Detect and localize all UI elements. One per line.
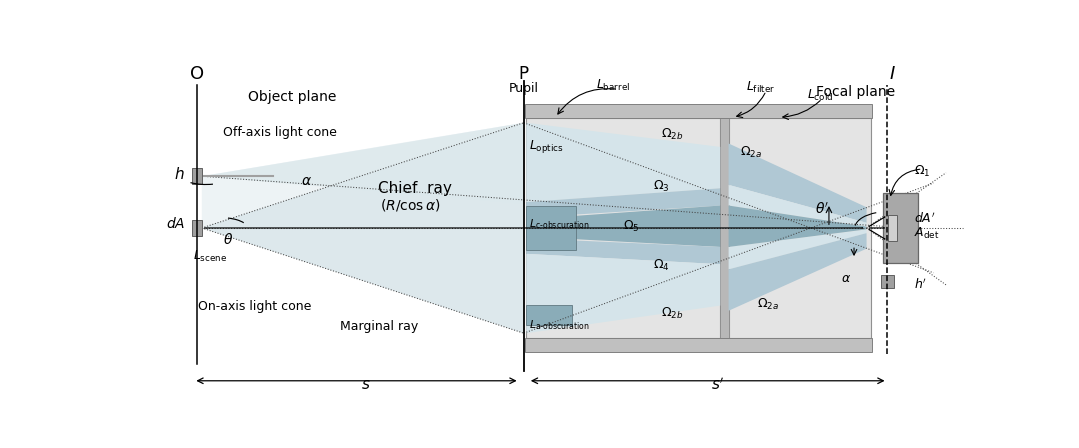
Polygon shape [728, 185, 866, 226]
Bar [888, 215, 897, 241]
Text: Chief  ray: Chief ray [378, 181, 452, 196]
Bar [192, 168, 202, 184]
Text: $L_{\rm barrel}$: $L_{\rm barrel}$ [596, 78, 630, 93]
Text: $L_{\rm c\text{-}obscuration}$: $L_{\rm c\text{-}obscuration}$ [529, 218, 589, 232]
Text: $\alpha$: $\alpha$ [301, 174, 312, 189]
Text: $L_{\rm filter}$: $L_{\rm filter}$ [746, 80, 775, 95]
Bar [524, 338, 873, 352]
Text: Pupil: Pupil [508, 82, 538, 95]
Polygon shape [728, 206, 866, 247]
Text: $L_{\rm optics}$: $L_{\rm optics}$ [529, 138, 563, 155]
Polygon shape [202, 123, 523, 333]
Text: Focal plane: Focal plane [816, 85, 896, 99]
Text: $L_{\rm a\text{-}obscuration}$: $L_{\rm a\text{-}obscuration}$ [529, 319, 590, 332]
Text: $s$: $s$ [361, 377, 371, 392]
Bar [884, 193, 918, 263]
Text: $(R/\cos\alpha)$: $(R/\cos\alpha)$ [381, 197, 441, 213]
Text: $\Omega_{4}$: $\Omega_{4}$ [654, 258, 670, 273]
Text: $\Omega_{1}$: $\Omega_{1}$ [914, 164, 931, 179]
Bar [527, 206, 576, 250]
Text: $\alpha$: $\alpha$ [841, 272, 850, 285]
Text: $A_{\rm det}$: $A_{\rm det}$ [914, 226, 940, 241]
Bar [527, 117, 721, 338]
Bar [880, 275, 894, 289]
Text: $\theta'$: $\theta'$ [816, 202, 830, 217]
Bar [524, 104, 873, 117]
Polygon shape [527, 123, 721, 202]
Text: $\Omega_{2b}$: $\Omega_{2b}$ [661, 127, 684, 142]
Text: $\Omega_{2a}$: $\Omega_{2a}$ [740, 145, 762, 159]
Text: $\theta$: $\theta$ [223, 232, 234, 247]
Bar [728, 117, 871, 338]
Text: $\Omega_{5}$: $\Omega_{5}$ [623, 219, 639, 234]
Bar [721, 117, 728, 338]
Text: $L_{\rm cold}$: $L_{\rm cold}$ [807, 88, 834, 103]
Polygon shape [728, 230, 866, 269]
Polygon shape [527, 206, 721, 247]
Text: P: P [519, 65, 529, 83]
Text: On-axis light cone: On-axis light cone [197, 300, 311, 313]
Text: $h$: $h$ [175, 167, 186, 182]
Text: O: O [190, 65, 204, 83]
Text: $dA'$: $dA'$ [914, 211, 935, 226]
Polygon shape [527, 238, 721, 264]
Bar [527, 305, 572, 324]
Text: Off-axis light cone: Off-axis light cone [222, 126, 337, 139]
Polygon shape [527, 188, 721, 218]
Polygon shape [728, 233, 866, 311]
Polygon shape [202, 123, 523, 333]
Text: $h'$: $h'$ [914, 278, 928, 292]
Polygon shape [202, 123, 523, 204]
Text: I: I [889, 65, 894, 83]
Text: Object plane: Object plane [248, 90, 337, 104]
Bar [192, 220, 202, 236]
Text: $dA$: $dA$ [166, 216, 186, 231]
Text: $\Omega_{3}$: $\Omega_{3}$ [654, 179, 670, 194]
Polygon shape [728, 143, 866, 223]
Text: $\Omega_{2b}$: $\Omega_{2b}$ [661, 306, 684, 321]
Text: Marginal ray: Marginal ray [340, 320, 418, 333]
Text: $\Omega_{2a}$: $\Omega_{2a}$ [756, 297, 779, 312]
Text: $L_{\rm scene}$: $L_{\rm scene}$ [193, 249, 228, 264]
Text: $s'$: $s'$ [711, 377, 725, 393]
Polygon shape [527, 254, 721, 333]
